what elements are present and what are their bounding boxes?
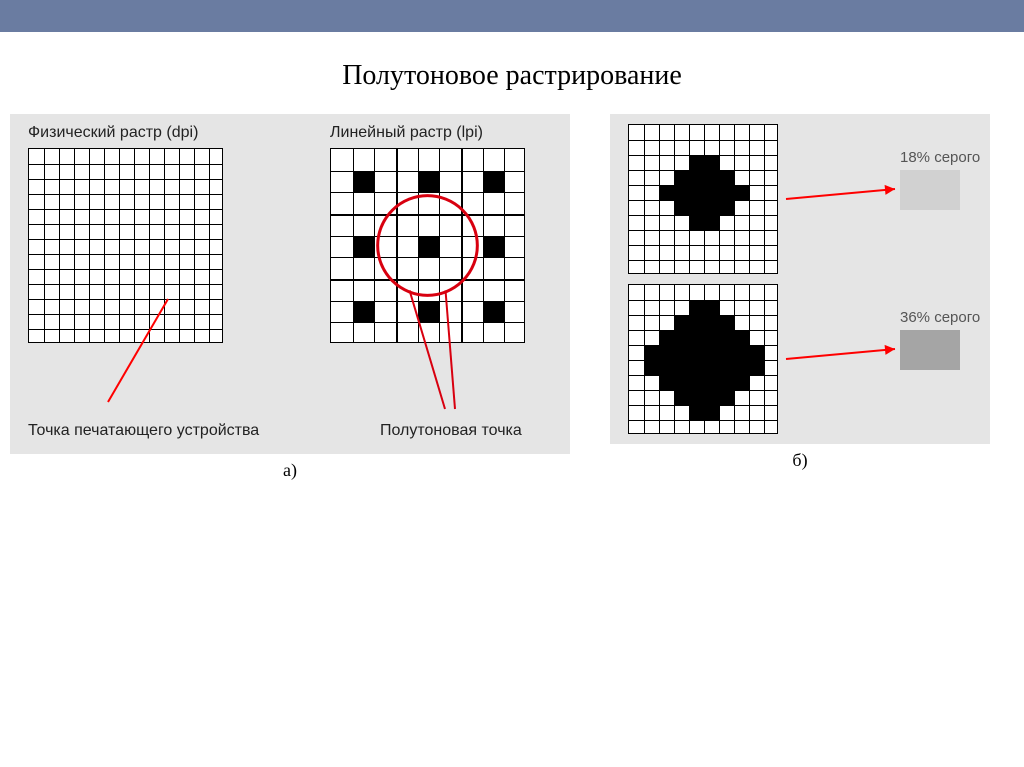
gray36-label-block: 36% серого: [900, 309, 980, 370]
panel-b-col: 18% серого 36% серого б): [610, 114, 990, 481]
diagram-row: Физический растр (dpi) Точка печатающего…: [0, 114, 1024, 481]
gray18-label-block: 18% серого: [900, 149, 980, 210]
header-bar: [0, 0, 1024, 32]
physical-grid: [28, 148, 223, 343]
panel-b: 18% серого 36% серого: [610, 114, 990, 444]
linear-block: Линейный растр (lpi): [330, 124, 525, 343]
gray18-block: [628, 124, 778, 274]
physical-block: Физический растр (dpi): [28, 124, 223, 343]
panel-a: Физический растр (dpi) Точка печатающего…: [10, 114, 570, 454]
page-title: Полутоновое растрирование: [0, 60, 1024, 92]
gray36-swatch: [900, 330, 960, 370]
gray18-label: 18% серого: [900, 149, 980, 166]
gray36-block: [628, 284, 778, 434]
panel-b-sublabel: б): [610, 450, 990, 471]
panel-a-col: Физический растр (dpi) Точка печатающего…: [10, 114, 570, 481]
physical-label: Физический растр (dpi): [28, 124, 223, 142]
linear-grid: [330, 148, 525, 343]
gray18-swatch: [900, 170, 960, 210]
physical-bottom-label: Точка печатающего устройства: [28, 422, 259, 440]
gray36-label: 36% серого: [900, 309, 980, 326]
gray36-grid: [628, 284, 778, 434]
linear-label: Линейный растр (lpi): [330, 124, 525, 142]
panel-a-sublabel: а): [10, 460, 570, 481]
gray18-grid: [628, 124, 778, 274]
linear-bottom-label: Полутоновая точка: [380, 422, 522, 440]
